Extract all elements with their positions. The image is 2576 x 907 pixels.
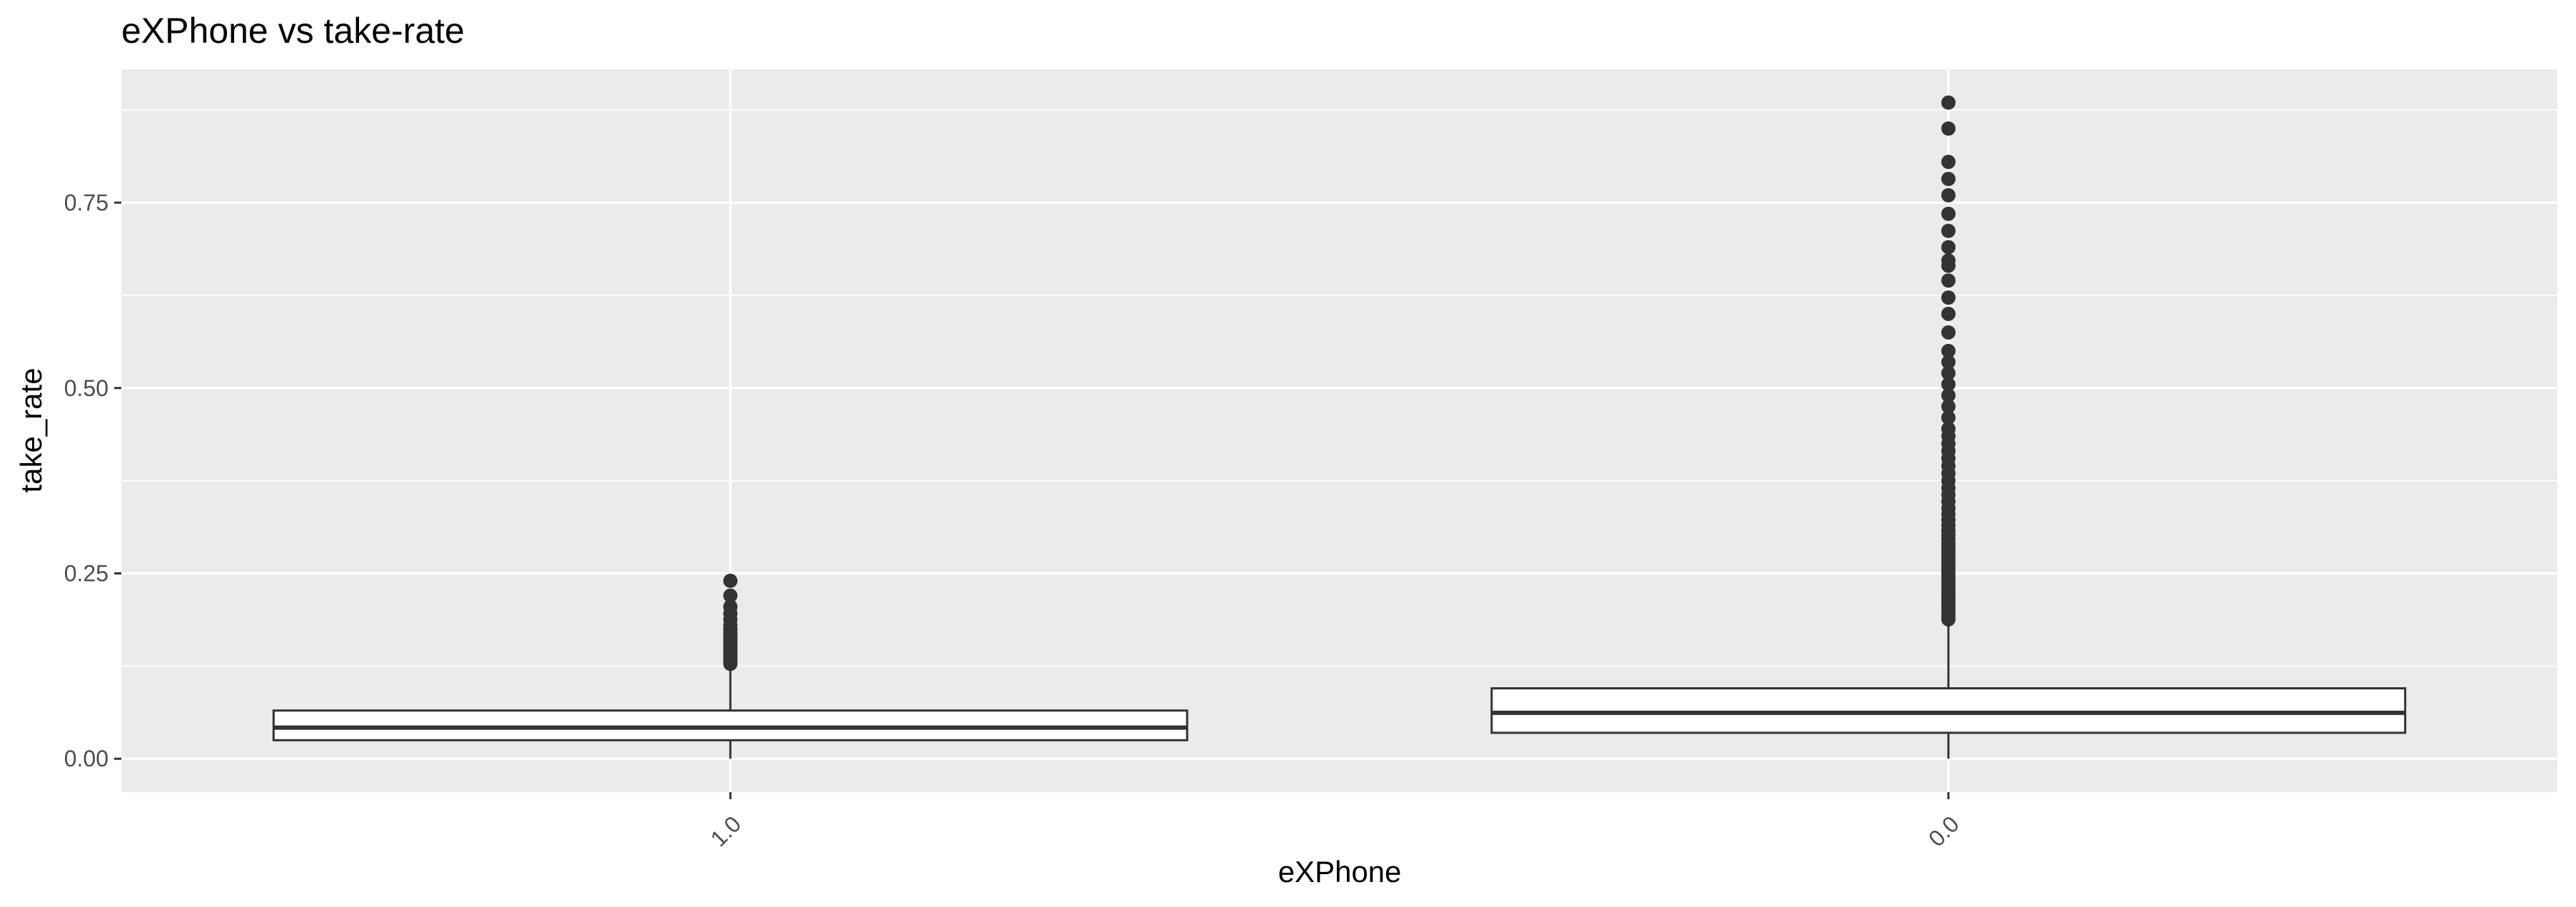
- outlier-point: [1941, 206, 1956, 221]
- outlier-point: [1941, 377, 1956, 392]
- outlier-point: [723, 599, 738, 614]
- y-tick-label: 0.50: [64, 375, 108, 401]
- plot-panel: [121, 69, 2557, 792]
- box-group: [1490, 95, 2407, 759]
- box-series: [272, 95, 2407, 759]
- outlier-point: [1941, 410, 1956, 425]
- y-tick-label: 0.75: [64, 190, 108, 216]
- outlier-point: [1941, 253, 1956, 268]
- outlier-point: [723, 588, 738, 603]
- y-axis-title: take_rate: [14, 368, 48, 492]
- box: [1490, 687, 2407, 734]
- outlier-point: [1941, 171, 1956, 186]
- x-tick-label: 1.0: [705, 811, 746, 851]
- outlier-point: [1941, 121, 1956, 136]
- x-axis-title: eXPhone: [1278, 855, 1402, 888]
- outlier-point: [1941, 154, 1956, 169]
- x-tick-label: 0.0: [1924, 811, 1964, 851]
- outlier-point: [1941, 306, 1956, 321]
- box-group: [272, 573, 1188, 759]
- x-axis: 1.0 0.0: [705, 792, 1964, 851]
- outlier-point: [1941, 223, 1956, 238]
- outlier-point: [1941, 388, 1956, 403]
- outlier-point: [1941, 399, 1956, 414]
- outlier-point: [1941, 188, 1956, 203]
- outlier-point: [1941, 343, 1956, 358]
- y-axis: 0.00 0.25 0.50 0.75: [64, 190, 121, 771]
- outlier-point: [1941, 421, 1956, 436]
- outlier-point: [1941, 273, 1956, 288]
- y-tick-label: 0.00: [64, 746, 108, 771]
- chart-title: eXPhone vs take-rate: [121, 11, 465, 51]
- minor-gridlines: [121, 109, 2557, 667]
- outlier-point: [1941, 95, 1956, 110]
- y-tick-label: 0.25: [64, 561, 108, 587]
- outlier-point: [723, 573, 738, 588]
- outlier-point: [1941, 365, 1956, 380]
- box: [272, 709, 1188, 741]
- outlier-point: [1941, 325, 1956, 340]
- outlier-point: [1941, 290, 1956, 305]
- outlier-point: [1941, 355, 1956, 370]
- outlier-point: [1941, 240, 1956, 255]
